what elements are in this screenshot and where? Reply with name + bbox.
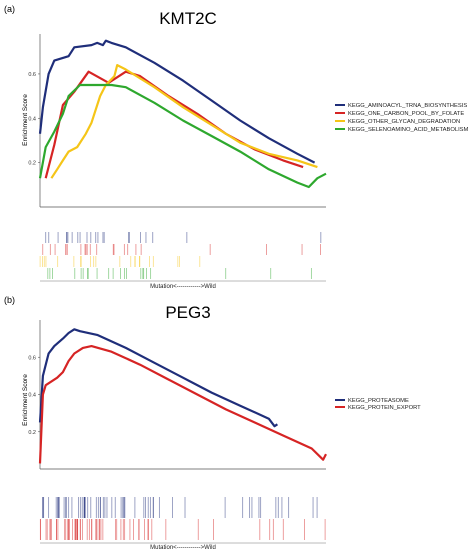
ytick-label: 0.2	[28, 161, 36, 167]
panel-b-xlabel: Mutation<------------>Wild	[150, 545, 216, 551]
panel-b-title: PEG3	[165, 303, 210, 322]
panel-a-legend: KEGG_AMINOACYL_TRNA_BIOSYNTHESIS KEGG_ONE…	[335, 103, 469, 133]
panel-a-xlabel: Mutation<------------>Wild	[150, 284, 216, 290]
ytick-label: 0.2	[28, 430, 36, 436]
panel-a-lines	[38, 39, 327, 189]
legend-label: KEGG_PROTEIN_EXPORT	[348, 405, 421, 411]
legend-label: KEGG_SELENOAMINO_ACID_METABOLISM	[348, 127, 469, 133]
panel-a-tag: (a)	[4, 4, 15, 14]
panel-a-rug	[39, 232, 322, 279]
ytick-label: 0.4	[28, 116, 36, 122]
ytick-label: 0.4	[28, 393, 36, 399]
panel-b-rug	[39, 497, 326, 540]
panel-b-ylabel: Enrichment Score	[22, 374, 29, 426]
series-line-2	[44, 70, 304, 179]
ytick-label: 0.6	[28, 72, 36, 78]
legend-label: KEGG_PROTEASOME	[348, 398, 409, 404]
series-line-1	[38, 328, 279, 428]
series-line-3	[50, 63, 318, 179]
panel-a-yticks: 0.2 0.4 0.6	[28, 72, 40, 167]
legend-label: KEGG_AMINOACYL_TRNA_BIOSYNTHESIS	[348, 103, 467, 109]
series-line-4	[38, 83, 327, 189]
panel-a-title: KMT2C	[159, 9, 217, 28]
panel-a: (a) KMT2C Enrichment Score 0.2 0.4 0.6 KEG…	[4, 4, 469, 290]
series-line-2	[38, 345, 327, 464]
panel-b-tag: (b)	[4, 295, 15, 305]
ytick-label: 0.6	[28, 355, 36, 361]
panel-b: (b) PEG3 Enrichment Score 0.2 0.4 0.6 KEGG…	[4, 295, 421, 551]
panel-b-lines	[38, 328, 327, 464]
legend-label: KEGG_ONE_CARBON_POOL_BY_FOLATE	[348, 111, 464, 117]
legend-label: KEGG_OTHER_GLYCAN_DEGRADATION	[348, 119, 460, 125]
panel-a-ylabel: Enrichment Score	[22, 94, 29, 146]
series-line-1	[38, 39, 316, 164]
panel-b-yticks: 0.2 0.4 0.6	[28, 355, 40, 436]
